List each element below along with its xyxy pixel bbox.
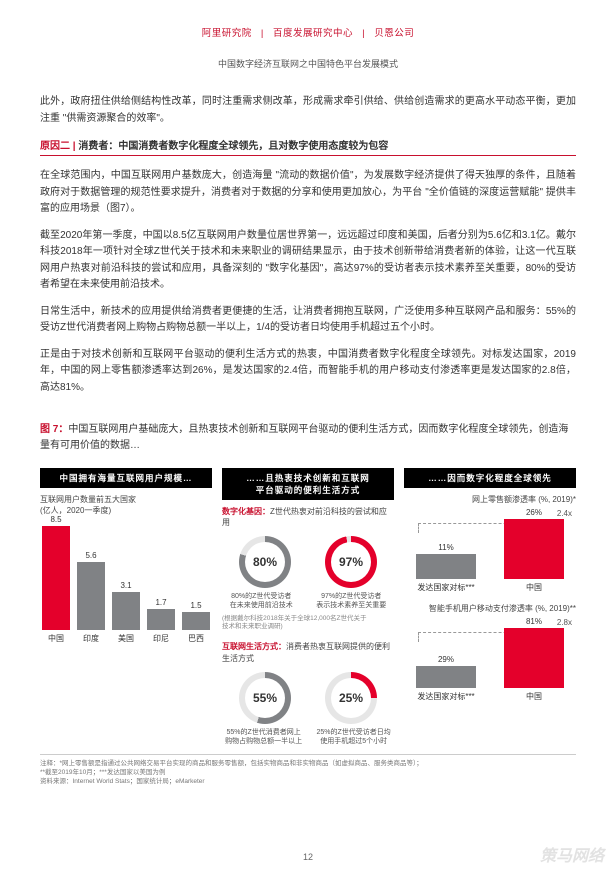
donut-80-val: 80% xyxy=(245,542,285,582)
chart-1-bars: 8.5中国5.6印度3.1美国1.7印尼1.5巴西 xyxy=(40,524,212,644)
bar-label: 印尼 xyxy=(153,633,169,644)
donut-97-val: 97% xyxy=(331,542,371,582)
bar-印度: 5.6 印度 xyxy=(77,551,105,644)
mini-bar: 26% 中国 xyxy=(504,508,564,593)
panel2-mult: 2.8x xyxy=(557,618,572,627)
bar-value: 1.7 xyxy=(155,598,166,607)
bar-rect xyxy=(77,562,105,630)
bar-美国: 3.1 美国 xyxy=(112,581,140,644)
org3: 贝恩公司 xyxy=(374,28,414,39)
chart-1: 中国拥有海量互联网用户规模… 互联网用户数量前五大国家 (亿人，2020一季度)… xyxy=(40,468,212,746)
donut-caps-1: 80%的Z世代受访者 在未来使用前沿技术 97%的Z世代受访者 表示技术素养至关… xyxy=(222,592,394,610)
block2-tag: 互联网生活方式： xyxy=(222,642,286,651)
donut-55-val: 55% xyxy=(245,678,285,718)
bar-rect xyxy=(182,612,210,630)
bar-rect xyxy=(147,609,175,630)
reason-rule xyxy=(40,155,576,156)
bar-label: 中国 xyxy=(48,633,64,644)
mini-bar-rect xyxy=(504,519,564,579)
chart-2: …且热衷技术创新和互联网 平台驱动的便利生活方式 数字化基因：Z世代热衷对前沿科… xyxy=(222,468,394,746)
donut-25-cap: 25%的Z世代受访者日均 使用手机超过5个小时 xyxy=(317,728,391,746)
bar-巴西: 1.5 巴西 xyxy=(182,601,210,644)
mini-bar-value: 26% xyxy=(526,508,542,517)
bar-value: 1.5 xyxy=(190,601,201,610)
donut-25-val: 25% xyxy=(331,678,371,718)
panel1: 2.4x 11% 发达国家对标*** 26% 中国 xyxy=(404,509,576,593)
reason-text: 消费者：中国消费者数字化程度全球领先，且对数字使用态度较为包容 xyxy=(78,141,388,152)
block1-tag: 数字化基因： xyxy=(222,507,270,516)
block1-note: (根据戴尔科技2018年关于全球12,000名Z世代关于 技术和未来职业调研) xyxy=(222,615,394,632)
document-subtitle: 中国数字经济互联网之中国特色平台发展模式 xyxy=(40,57,576,70)
donut-55: 55% xyxy=(239,672,291,724)
mini-bar-rect xyxy=(416,666,476,688)
page-number: 12 xyxy=(0,852,616,862)
panel2-bars: 29%发达国家对标***81%中国 xyxy=(404,642,576,702)
bar-rect xyxy=(42,526,70,630)
mini-bar: 11% 发达国家对标*** xyxy=(416,543,476,593)
mini-bar-value: 81% xyxy=(526,617,542,626)
chart-3: …因而数字化程度全球领先 网上零售额渗透率 (%, 2019)* 2.4x 11… xyxy=(404,468,576,746)
panel1-bars: 11%发达国家对标***26%中国 xyxy=(404,533,576,593)
mini-bar-label: 发达国家对标*** xyxy=(417,582,474,593)
panel2-cap: 智能手机用户移动支付渗透率 (%, 2019)** xyxy=(404,603,576,614)
paragraph-4: 日常生活中，新技术的应用提供给消费者更便捷的生活，让消费者拥抱互联网，广泛使用多… xyxy=(40,304,576,337)
header-orgs: 阿里研究院 | 百度发展研究中心 | 贝恩公司 xyxy=(40,25,576,39)
bar-value: 5.6 xyxy=(85,551,96,560)
donut-row-2: 55% 25% xyxy=(222,672,394,724)
donut-97: 97% xyxy=(325,536,377,588)
donut-caps-2: 55%的Z世代消费者网上 购物占购物总额一半以上 25%的Z世代受访者日均 使用… xyxy=(222,728,394,746)
bar-label: 巴西 xyxy=(188,633,204,644)
mini-bar-rect xyxy=(504,628,564,688)
paragraph-1: 此外，政府扭住供给侧结构性改革，同时注重需求侧改革，形成需求牵引供给、供给创造需… xyxy=(40,94,576,127)
mini-bar-value: 11% xyxy=(438,543,453,552)
charts-row: 中国拥有海量互联网用户规模… 互联网用户数量前五大国家 (亿人，2020一季度)… xyxy=(40,468,576,746)
chart-2-block1-cap: 数字化基因：Z世代热衷对前沿科技的尝试和应用 xyxy=(222,506,394,528)
panel2: 2.8x 29% 发达国家对标*** 81% 中国 xyxy=(404,618,576,702)
chart-2-block2-cap: 互联网生活方式：消费者热衷互联网提供的便利生活方式 xyxy=(222,641,394,663)
chart-1-subtitle: 互联网用户数量前五大国家 (亿人，2020一季度) xyxy=(40,494,212,516)
figure-label: 图 7： xyxy=(40,424,68,435)
watermark: 策马网络 xyxy=(540,842,604,866)
chart-1-title: 中国拥有海量互联网用户规模… xyxy=(40,468,212,488)
org1: 阿里研究院 xyxy=(202,28,252,39)
bar-value: 3.1 xyxy=(120,581,131,590)
paragraph-3: 截至2020年第一季度，中国以8.5亿互联网用户数量位居世界第一，远远超过印度和… xyxy=(40,228,576,294)
donut-25: 25% xyxy=(325,672,377,724)
chart-3-title: …因而数字化程度全球领先 xyxy=(404,468,576,488)
chart-2-title: …且热衷技术创新和互联网 平台驱动的便利生活方式 xyxy=(222,468,394,500)
org2: 百度发展研究中心 xyxy=(273,28,353,39)
sep2: | xyxy=(362,28,365,39)
donut-row-1: 80% 97% xyxy=(222,536,394,588)
sep1: | xyxy=(261,28,264,39)
panel1-mult: 2.4x xyxy=(557,509,572,518)
reason-tag: 原因二 xyxy=(40,141,70,152)
bar-label: 美国 xyxy=(118,633,134,644)
donut-97-cap: 97%的Z世代受访者 表示技术素养至关重要 xyxy=(316,592,386,610)
mini-bar: 29% 发达国家对标*** xyxy=(416,655,476,702)
mini-bar-rect xyxy=(416,554,476,579)
mini-bar-label: 发达国家对标*** xyxy=(417,691,474,702)
bar-中国: 8.5 中国 xyxy=(42,515,70,644)
panel1-cap: 网上零售额渗透率 (%, 2019)* xyxy=(404,494,576,505)
bar-印尼: 1.7 印尼 xyxy=(147,598,175,644)
paragraph-2: 在全球范围内，中国互联网用户基数庞大，创造海量 "流动的数据价值"，为发展数字经… xyxy=(40,168,576,218)
figure-notes: 注释：*网上零售额是指通过公共网络交易平台实现的商品和服务零售额，包括实物商品和… xyxy=(40,754,576,786)
donut-80-cap: 80%的Z世代受访者 在未来使用前沿技术 xyxy=(230,592,293,610)
paragraph-5: 正是由于对技术创新和互联网平台驱动的便利生活方式的热衷，中国消费者数字化程度全球… xyxy=(40,347,576,397)
donut-55-cap: 55%的Z世代消费者网上 购物占购物总额一半以上 xyxy=(225,728,302,746)
mini-bar-value: 29% xyxy=(438,655,454,664)
mini-bar-label: 中国 xyxy=(526,582,542,593)
mini-bar-label: 中国 xyxy=(526,691,542,702)
mini-bar: 81% 中国 xyxy=(504,617,564,702)
bar-rect xyxy=(112,592,140,630)
reason-heading: 原因二 | 消费者：中国消费者数字化程度全球领先，且对数字使用态度较为包容 xyxy=(40,137,576,152)
donut-80: 80% xyxy=(239,536,291,588)
bar-label: 印度 xyxy=(83,633,99,644)
figure-caption: 图 7：中国互联网用户基础庞大，且热衷技术创新和互联网平台驱动的便利生活方式，因… xyxy=(40,422,576,454)
figure-caption-text: 中国互联网用户基础庞大，且热衷技术创新和互联网平台驱动的便利生活方式，因而数字化… xyxy=(40,424,568,451)
bar-value: 8.5 xyxy=(50,515,61,524)
